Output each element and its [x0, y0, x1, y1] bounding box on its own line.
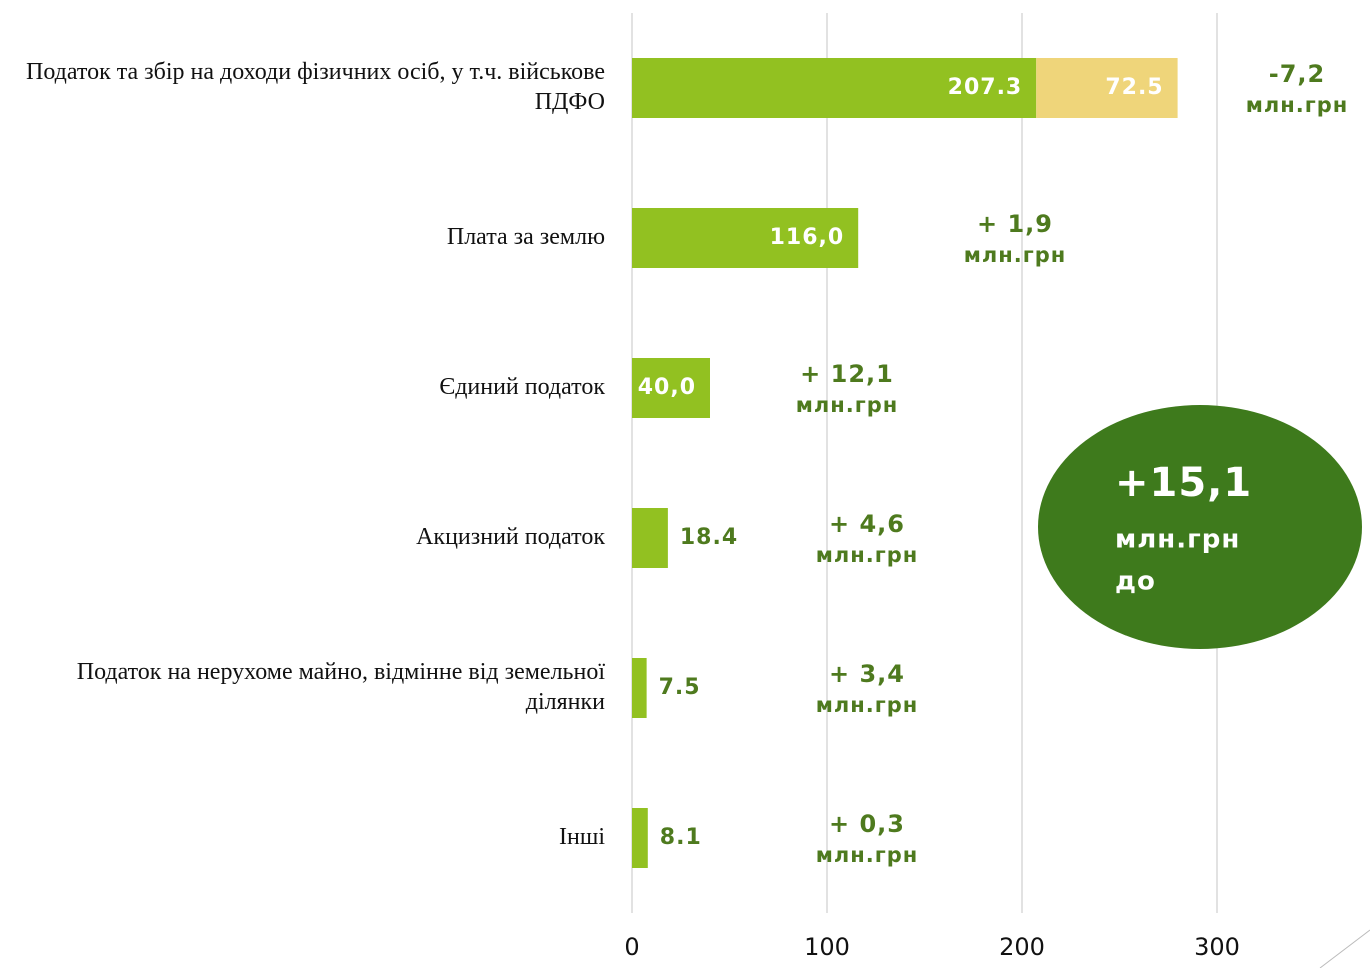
data-label: 7.5	[659, 675, 701, 700]
change-unit: млн.грн	[964, 243, 1067, 267]
label-line: Податок та збір на доходи фізичних осіб,…	[26, 59, 605, 85]
x-tick-label: 300	[1194, 933, 1240, 961]
data-label: 18.4	[680, 525, 738, 550]
bar	[632, 508, 668, 568]
change-unit: млн.грн	[816, 843, 919, 867]
y-tick-label: Акцизний податок	[416, 524, 605, 550]
bar	[632, 208, 859, 268]
change-value: + 0,3	[829, 810, 905, 838]
label-line: Єдиний податок	[439, 374, 605, 400]
label-line: ПДФО	[535, 89, 605, 115]
change-value: + 3,4	[829, 660, 905, 688]
data-label: 116,0	[770, 225, 845, 250]
bar	[1036, 58, 1178, 118]
label-line: ділянки	[526, 689, 605, 715]
label-line: Акцизний податок	[416, 524, 605, 550]
total-unit: млн.грн	[1115, 525, 1240, 555]
total-bubble	[1038, 405, 1362, 649]
y-tick-label: Єдиний податок	[439, 374, 605, 400]
data-label: 8.1	[660, 825, 702, 850]
label-line: Податок на нерухоме майно, відмінне від …	[77, 659, 606, 685]
change-unit: млн.грн	[1246, 93, 1349, 117]
x-tick-label: 0	[624, 933, 639, 961]
x-tick-label: 200	[999, 933, 1045, 961]
data-label: 40,0	[638, 375, 696, 400]
change-unit: млн.грн	[816, 543, 919, 567]
change-unit: млн.грн	[816, 693, 919, 717]
data-label: 207.3	[948, 75, 1023, 100]
data-label: 72.5	[1105, 75, 1163, 100]
change-value: + 4,6	[829, 510, 905, 538]
total-note: до	[1115, 567, 1156, 597]
bar	[632, 358, 710, 418]
change-value: + 12,1	[800, 360, 894, 388]
decor-line	[1319, 929, 1370, 968]
y-tick-label: Податок та збір на доходи фізичних осіб,…	[26, 59, 605, 115]
change-value: -7,2	[1269, 60, 1325, 88]
change-unit: млн.грн	[796, 393, 899, 417]
label-line: Плата за землю	[447, 224, 605, 250]
bar	[632, 808, 648, 868]
label-line: Інші	[559, 824, 605, 850]
total-value: +15,1	[1115, 460, 1252, 506]
y-tick-label: Плата за землю	[447, 224, 605, 250]
y-tick-label: Податок на нерухоме майно, відмінне від …	[77, 659, 606, 715]
x-tick-label: 100	[804, 933, 850, 961]
bar	[632, 58, 1037, 118]
change-value: + 1,9	[977, 210, 1053, 238]
y-tick-label: Інші	[559, 824, 605, 850]
bar	[632, 658, 647, 718]
